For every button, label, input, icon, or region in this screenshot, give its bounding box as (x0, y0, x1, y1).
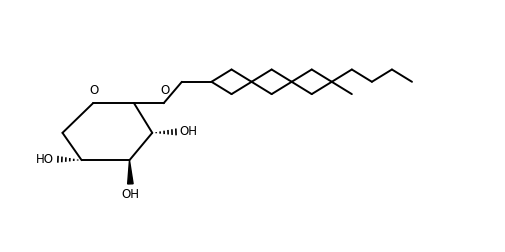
Text: OH: OH (180, 125, 197, 138)
Text: HO: HO (36, 153, 55, 166)
Text: O: O (90, 84, 99, 97)
Polygon shape (128, 160, 133, 184)
Text: O: O (161, 84, 170, 97)
Text: OH: OH (121, 188, 139, 201)
